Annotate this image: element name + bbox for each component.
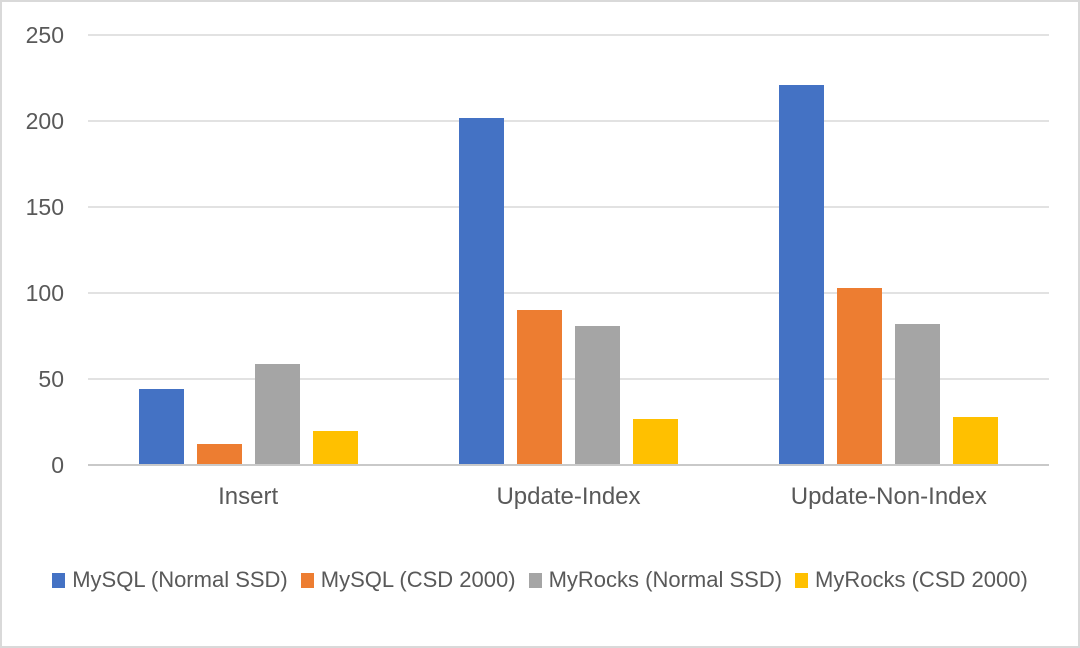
bar-myrocks-normal-ssd-update-non-index [895, 323, 941, 465]
legend-item: MySQL (CSD 2000) [300, 567, 516, 593]
bar-myrocks-normal-ssd-update-index [574, 325, 620, 465]
bar-mysql-normal-ssd-insert [138, 389, 184, 465]
bar-mysql-csd-2000-insert [196, 444, 242, 465]
bar-group-insert [88, 35, 408, 465]
gridline [88, 34, 1049, 36]
legend-swatch-icon [528, 572, 542, 588]
legend: MySQL (Normal SSD) MySQL (CSD 2000) MyRock… [2, 567, 1078, 593]
y-axis: 0 50 100 150 200 250 [2, 22, 64, 478]
x-axis-line [88, 464, 1049, 466]
bar-mysql-csd-2000-update-non-index [837, 287, 883, 465]
y-tick-label: 200 [25, 108, 64, 134]
y-tick-label: 100 [25, 280, 64, 306]
category-label: Update-Non-Index [790, 483, 987, 510]
category-label: Insert [218, 483, 279, 510]
bar-mysql-normal-ssd-update-non-index [779, 84, 825, 465]
plot-area [88, 34, 1049, 466]
x-axis-labels: Insert Update-Index Update-Non-Index [88, 483, 1049, 511]
bar-myrocks-csd-2000-update-non-index [953, 416, 999, 465]
bar-group-update-non-index [729, 35, 1049, 465]
bar-myrocks-normal-ssd-insert [254, 363, 300, 465]
legend-item: MySQL (Normal SSD) [52, 567, 288, 593]
bars-layer [88, 35, 1049, 465]
gridline [88, 378, 1049, 380]
legend-swatch-icon [795, 572, 809, 588]
y-tick-label: 250 [25, 22, 64, 48]
legend-item: MyRocks (Normal SSD) [528, 567, 783, 593]
legend-swatch-icon [300, 572, 314, 588]
gridline [88, 292, 1049, 294]
legend-swatch-icon [52, 572, 66, 588]
bar-mysql-normal-ssd-update-index [458, 117, 504, 465]
legend-label: MySQL (Normal SSD) [72, 567, 288, 592]
y-tick-label: 0 [51, 452, 64, 478]
y-tick-label: 150 [25, 194, 64, 220]
bar-myrocks-csd-2000-insert [312, 430, 358, 465]
legend-label: MySQL (CSD 2000) [320, 567, 516, 592]
category-label: Update-Index [496, 483, 641, 510]
bar-myrocks-csd-2000-update-index [632, 418, 678, 465]
gridline [88, 206, 1049, 208]
legend-label: MyRocks (CSD 2000) [815, 567, 1028, 592]
legend-label: MyRocks (Normal SSD) [548, 567, 783, 592]
bar-mysql-csd-2000-update-index [516, 310, 562, 465]
gridline [88, 120, 1049, 122]
bar-group-update-index [408, 35, 728, 465]
y-tick-label: 50 [38, 366, 64, 392]
legend-item: MyRocks (CSD 2000) [795, 567, 1028, 593]
